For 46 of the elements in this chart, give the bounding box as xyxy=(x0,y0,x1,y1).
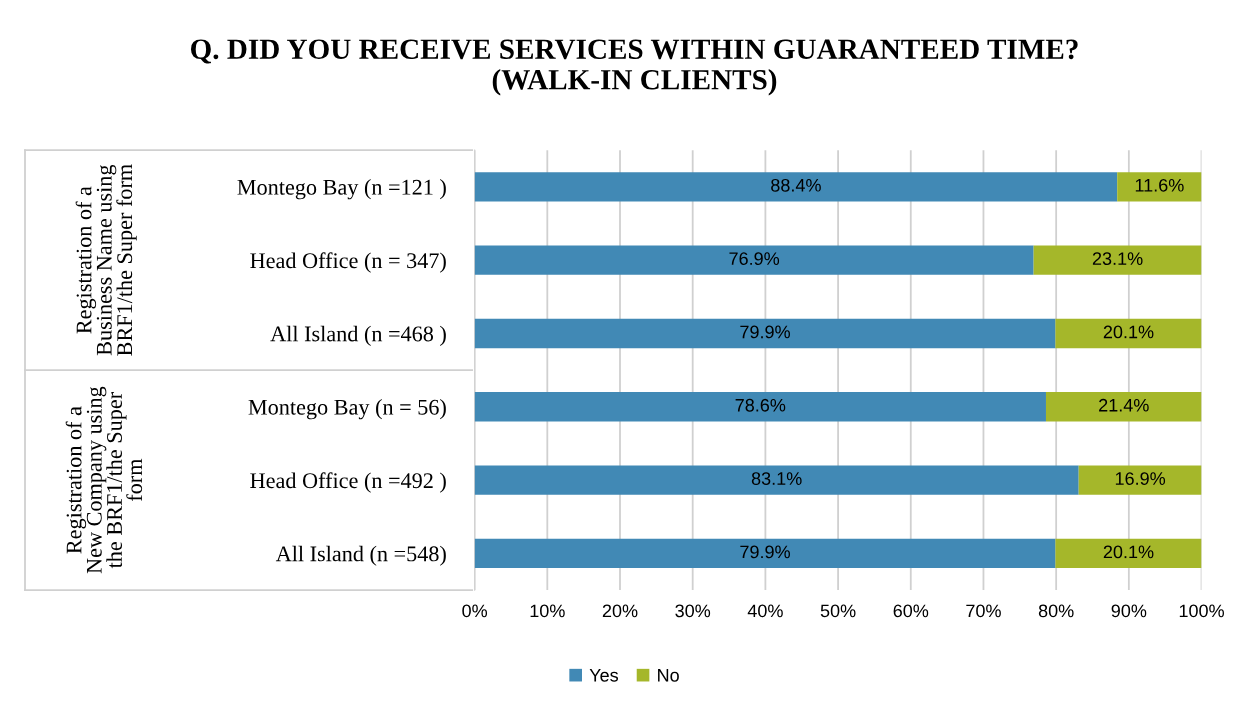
x-tick-label: 10% xyxy=(530,604,565,618)
x-tick-label: 40% xyxy=(747,604,783,618)
bar xyxy=(474,465,1079,495)
text: Registration of a Business Name using BRF1/the Super form xyxy=(75,164,137,356)
bar xyxy=(1055,318,1202,349)
data-label: 76.9% xyxy=(729,252,780,265)
y-tick-label: All Island (n =548) xyxy=(275,545,446,566)
bar xyxy=(1045,392,1202,422)
legend-label: Yes xyxy=(589,669,619,682)
bar xyxy=(474,245,1034,275)
y-tick-label: Head Office (n = 347) xyxy=(250,252,446,273)
x-tick-label: 100% xyxy=(1179,604,1224,618)
bar xyxy=(1055,538,1202,569)
data-label: 88.4% xyxy=(771,178,821,192)
data-label: 20.1% xyxy=(1103,545,1154,559)
bar xyxy=(474,172,1118,202)
chart-title: Q. DID YOU RECEIVE SERVICES WITHIN GUARANTEED TIME? (WALK-IN CLIENTS) xyxy=(190,39,1078,96)
data-label: 79.9% xyxy=(740,545,790,559)
x-tick-label: 90% xyxy=(1111,604,1147,618)
bar xyxy=(1117,172,1202,202)
data-label: 78.6% xyxy=(735,398,786,412)
bar xyxy=(474,318,1056,349)
y-tick-label: Montego Bay (n = 56) xyxy=(248,399,446,420)
bar xyxy=(1078,465,1202,495)
data-label: 83.1% xyxy=(751,472,802,485)
y-tick-label: All Island (n =468 ) xyxy=(270,325,446,346)
text: Registration of a New Company using the BRF1/the Super form xyxy=(65,386,143,574)
x-tick-label: 0% xyxy=(462,604,488,618)
bar xyxy=(474,538,1056,569)
data-label: 11.6% xyxy=(1135,178,1184,192)
data-label: 79.9% xyxy=(740,325,790,339)
data-label: 21.4% xyxy=(1099,398,1149,412)
x-tick-label: 70% xyxy=(966,604,1001,618)
x-tick-label: 80% xyxy=(1038,604,1074,618)
data-label: 23.1% xyxy=(1092,252,1143,265)
x-tick-label: 50% xyxy=(820,604,856,618)
x-tick-label: 60% xyxy=(893,604,929,618)
data-label: 16.9% xyxy=(1115,472,1166,485)
x-tick-label: 20% xyxy=(602,604,638,618)
y-tick-label: Head Office (n =492 ) xyxy=(250,472,446,493)
x-tick-label: 30% xyxy=(675,604,711,618)
bar xyxy=(1033,245,1202,275)
legend-label: No xyxy=(658,669,679,682)
bar xyxy=(474,392,1046,422)
y-tick-label: Montego Bay (n =121 ) xyxy=(237,179,446,200)
data-label: 20.1% xyxy=(1103,325,1154,339)
